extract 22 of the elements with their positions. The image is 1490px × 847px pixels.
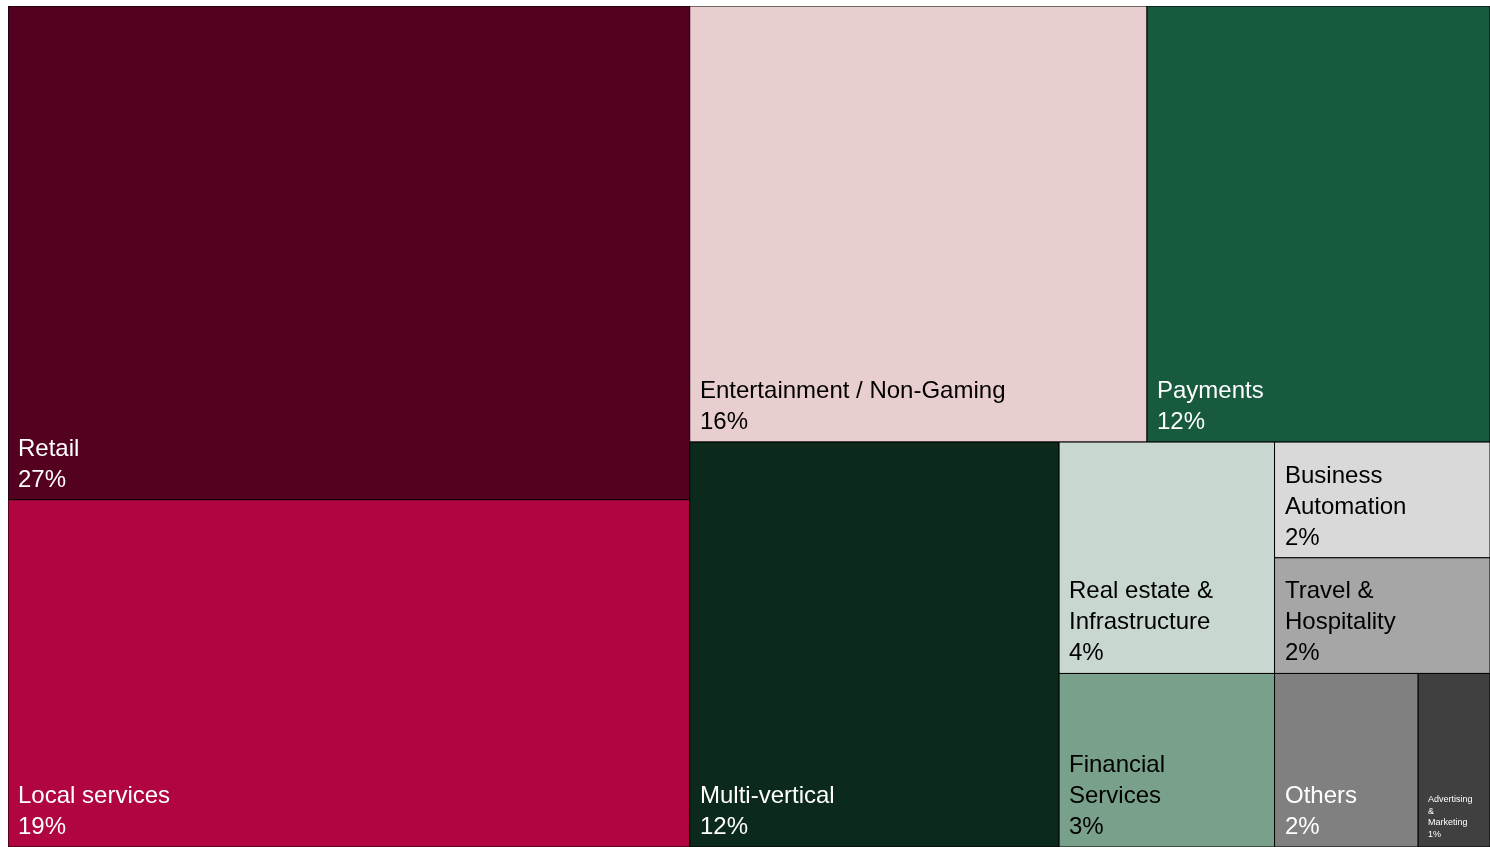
- category-label: Real estate & Infrastructure: [1069, 576, 1214, 635]
- category-label: Travel & Hospitality: [1285, 576, 1396, 635]
- category-label: Retail: [18, 434, 80, 461]
- data-label: 3%: [1069, 812, 1104, 840]
- category-label: Local services: [18, 781, 171, 808]
- data-label: 1%: [1428, 829, 1442, 840]
- category-label: Advertising & Marketing: [1428, 794, 1473, 828]
- data-label: 12%: [700, 812, 749, 840]
- category-label: Others: [1285, 781, 1358, 808]
- category-label: Multi-vertical: [700, 781, 835, 808]
- data-label: 27%: [18, 465, 67, 493]
- data-label: 16%: [700, 407, 749, 435]
- category-label: Business Automation: [1285, 461, 1407, 520]
- category-label: Payments: [1157, 376, 1264, 403]
- data-label: 2%: [1285, 638, 1320, 666]
- category-label: Entertainment / Non-Gaming: [700, 376, 1006, 403]
- data-label: 2%: [1285, 812, 1320, 840]
- data-label: 2%: [1285, 523, 1320, 551]
- category-label: Financial Services: [1069, 750, 1166, 809]
- data-label: 4%: [1069, 638, 1104, 666]
- data-label: 19%: [18, 812, 67, 840]
- data-label: 12%: [1157, 407, 1206, 435]
